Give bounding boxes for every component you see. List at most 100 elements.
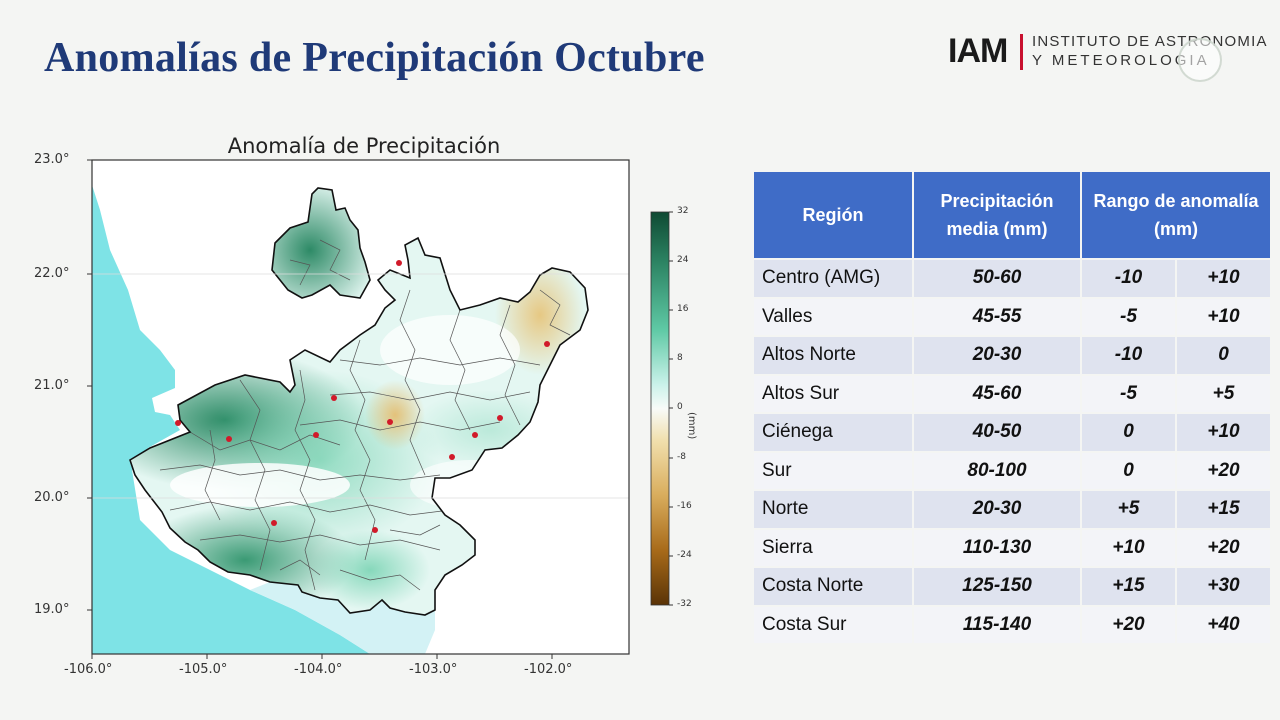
- map-title: Anomalía de Precipitación: [227, 134, 501, 158]
- header-region: Región: [754, 172, 912, 258]
- colorbar-tick-label: 32: [677, 206, 689, 216]
- city-marker: [396, 260, 402, 266]
- table-cell-anomaly-high: +20: [1177, 452, 1270, 489]
- lon-label: -106.0°: [64, 662, 113, 677]
- channel-watermark-icon: [1178, 38, 1222, 82]
- colorbar-tick-label: 8: [677, 353, 683, 363]
- table-cell-anomaly-low: +20: [1082, 606, 1175, 643]
- table-cell-region: Ciénega: [754, 414, 912, 451]
- city-marker: [472, 432, 478, 438]
- table-cell-region: Altos Sur: [754, 375, 912, 412]
- lat-label: 19.0°: [34, 602, 70, 617]
- colorbar-tick-label: -8: [677, 452, 686, 462]
- header-range: Rango de anomalía (mm): [1082, 172, 1270, 258]
- colorbar: [650, 211, 670, 606]
- colorbar-tick-label: 0: [677, 402, 683, 412]
- city-marker: [226, 436, 232, 442]
- table-cell-anomaly-high: +20: [1177, 529, 1270, 566]
- colorbar-unit: (mm): [686, 412, 697, 440]
- logo-divider: [1020, 34, 1023, 70]
- table-cell-mean: 45-55: [914, 298, 1080, 335]
- city-marker: [544, 341, 550, 347]
- table-cell-mean: 50-60: [914, 260, 1080, 297]
- table-cell-mean: 40-50: [914, 414, 1080, 451]
- table-row: Centro (AMG) 50-60 -10 +10: [754, 260, 1270, 297]
- table-row: Norte 20-30 +5 +15: [754, 491, 1270, 528]
- table-cell-anomaly-low: +10: [1082, 529, 1175, 566]
- table-cell-anomaly-high: 0: [1177, 337, 1270, 374]
- table-cell-anomaly-low: 0: [1082, 414, 1175, 451]
- lon-label: -104.0°: [294, 662, 343, 677]
- table-cell-anomaly-low: -10: [1082, 337, 1175, 374]
- table-cell-anomaly-low: +5: [1082, 491, 1175, 528]
- anomaly-map: [87, 159, 673, 659]
- table-row: Ciénega 40-50 0 +10: [754, 414, 1270, 451]
- table-cell-region: Norte: [754, 491, 912, 528]
- header-mean: Precipitación media (mm): [914, 172, 1080, 258]
- table-cell-anomaly-low: 0: [1082, 452, 1175, 489]
- table-cell-mean: 45-60: [914, 375, 1080, 412]
- table-cell-region: Valles: [754, 298, 912, 335]
- table-cell-anomaly-low: -10: [1082, 260, 1175, 297]
- lon-label: -105.0°: [179, 662, 228, 677]
- table-row: Valles 45-55 -5 +10: [754, 298, 1270, 335]
- region-table-container: Región Precipitación media (mm) Rango de…: [752, 170, 1272, 645]
- colorbar-ticks: [669, 211, 673, 606]
- colorbar-tick-label: -16: [677, 501, 692, 511]
- table-cell-anomaly-low: -5: [1082, 298, 1175, 335]
- table-cell-mean: 125-150: [914, 568, 1080, 605]
- table-cell-anomaly-high: +40: [1177, 606, 1270, 643]
- table-cell-anomaly-high: +15: [1177, 491, 1270, 528]
- table-cell-region: Centro (AMG): [754, 260, 912, 297]
- lat-label: 21.0°: [34, 378, 70, 393]
- colorbar-tick-label: 16: [677, 304, 689, 314]
- table-cell-region: Sierra: [754, 529, 912, 566]
- logo-line-2: Y METEOROLOGIA: [1032, 52, 1210, 69]
- table-cell-mean: 115-140: [914, 606, 1080, 643]
- table-cell-mean: 110-130: [914, 529, 1080, 566]
- table-cell-mean: 20-30: [914, 491, 1080, 528]
- table-cell-region: Altos Norte: [754, 337, 912, 374]
- city-marker: [313, 432, 319, 438]
- city-marker: [175, 420, 181, 426]
- axis-ticks: [87, 159, 553, 659]
- table-cell-anomaly-high: +10: [1177, 414, 1270, 451]
- city-marker: [497, 415, 503, 421]
- city-marker: [372, 527, 378, 533]
- table-cell-anomaly-low: -5: [1082, 375, 1175, 412]
- logo-line-1: INSTITUTO DE ASTRONOMIA: [1032, 33, 1268, 50]
- table-header-row: Región Precipitación media (mm) Rango de…: [754, 172, 1270, 258]
- table-cell-region: Sur: [754, 452, 912, 489]
- table-cell-anomaly-low: +15: [1082, 568, 1175, 605]
- page-title: Anomalías de Precipitación Octubre: [44, 35, 705, 81]
- table-cell-mean: 80-100: [914, 452, 1080, 489]
- colorbar-tick-label: -24: [677, 550, 692, 560]
- table-row: Costa Sur 115-140 +20 +40: [754, 606, 1270, 643]
- city-marker: [271, 520, 277, 526]
- table-row: Altos Norte 20-30 -10 0: [754, 337, 1270, 374]
- region-anomaly-table: Región Precipitación media (mm) Rango de…: [752, 170, 1272, 645]
- table-cell-anomaly-high: +10: [1177, 298, 1270, 335]
- table-cell-anomaly-high: +30: [1177, 568, 1270, 605]
- institute-logo: IAM INSTITUTO DE ASTRONOMIA Y METEOROLOG…: [948, 30, 1268, 74]
- table-cell-mean: 20-30: [914, 337, 1080, 374]
- coastal-shelf: [250, 582, 435, 654]
- lat-label: 22.0°: [34, 266, 70, 281]
- city-marker: [449, 454, 455, 460]
- table-cell-anomaly-high: +5: [1177, 375, 1270, 412]
- map-frame: [91, 159, 630, 655]
- colorbar-tick-label: -32: [677, 599, 692, 609]
- city-marker: [387, 419, 393, 425]
- table-cell-region: Costa Norte: [754, 568, 912, 605]
- table-row: Sur 80-100 0 +20: [754, 452, 1270, 489]
- anomaly-map-panel: Anomalía de Precipitación 23.0° 22.0° 21…: [34, 130, 740, 690]
- map-gridlines: [92, 273, 629, 499]
- lon-label: -103.0°: [409, 662, 458, 677]
- municipal-boundaries: [159, 239, 571, 591]
- table-row: Altos Sur 45-60 -5 +5: [754, 375, 1270, 412]
- lon-label: -102.0°: [524, 662, 573, 677]
- lat-label: 23.0°: [34, 152, 70, 167]
- lat-label: 20.0°: [34, 490, 70, 505]
- city-marker: [331, 395, 337, 401]
- table-row: Sierra 110-130 +10 +20: [754, 529, 1270, 566]
